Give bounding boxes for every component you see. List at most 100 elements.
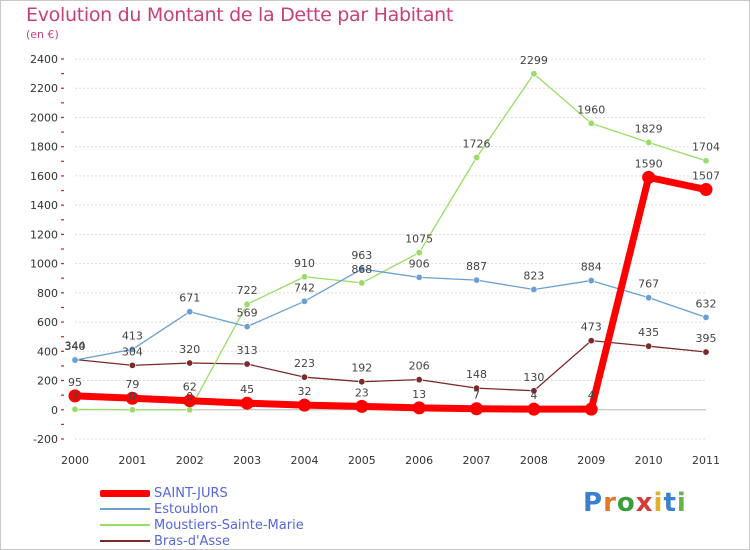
data-point [587,119,595,127]
data-label: 23 [355,386,369,399]
data-label: 395 [696,332,717,345]
chart-title: Evolution du Montant de la Dette par Hab… [26,4,454,26]
data-label: 1507 [692,170,720,183]
x-tick-label: 2006 [405,454,433,467]
series-lines [71,73,710,413]
x-tick-label: 2002 [176,454,204,467]
legend-swatch [100,489,150,497]
legend-swatch [100,540,150,542]
legend-swatch [100,508,150,510]
data-point [412,401,426,415]
data-label: 671 [179,292,200,305]
legend-item-saint-jurs: SAINT-JURS [100,485,304,501]
series-line [74,268,707,361]
legend-label: Moustiers-Sainte-Marie [154,517,304,533]
x-tick-label: 2007 [463,454,491,467]
data-point [300,297,308,305]
data-point [473,384,481,392]
data-label: 3 [72,389,79,402]
data-point [587,337,595,345]
logo-letter: i [653,488,664,518]
data-label: 344 [65,339,86,352]
legend-item-bras-d-asse: Bras-d'Asse [100,533,304,549]
x-tick-label: 2003 [233,454,261,467]
data-point [243,323,251,331]
series-line [74,73,707,411]
legend-label: Estoublon [154,501,219,517]
y-tick-label: 800 [37,287,58,300]
data-point [702,157,710,165]
data-label: 0 [186,390,193,403]
data-label: 340 [65,340,86,353]
legend-label: Bras-d'Asse [154,533,230,549]
data-point [415,273,423,281]
data-label: 887 [466,260,487,273]
legend-item-estoublon: Estoublon [100,501,304,517]
y-tick-label: 1200 [30,228,58,241]
y-tick-label: 2200 [30,82,58,95]
logo-letter: r [603,488,617,518]
data-point [358,265,366,273]
data-label: 569 [237,307,258,320]
legend: SAINT-JURS Estoublon Moustiers-Sainte-Ma… [100,485,304,549]
data-label: 435 [638,326,659,339]
data-point [297,398,311,412]
data-point [186,406,194,414]
data-label: 4 [588,389,595,402]
data-label: 884 [581,261,602,274]
data-label: 868 [351,263,372,276]
y-tick-label: 2000 [30,111,58,124]
data-label: 320 [179,343,200,356]
data-label: 823 [523,269,544,282]
data-point [243,360,251,368]
x-tick-label: 2004 [290,454,318,467]
data-point [587,277,595,285]
data-point [699,183,713,197]
data-label: 62 [183,381,197,394]
data-point [645,342,653,350]
data-point [300,373,308,381]
data-point [243,300,251,308]
data-label: 1075 [405,233,433,246]
data-point [645,138,653,146]
data-label: 767 [638,278,659,291]
data-point [584,402,598,416]
data-point [240,396,254,410]
data-point [702,348,710,356]
series-points [68,70,713,416]
y-tick-label: 2400 [30,53,58,66]
logo-letter: P [583,488,604,518]
data-point [128,345,136,353]
data-label: 1960 [577,103,605,116]
data-point [527,402,541,416]
data-label: 632 [696,297,717,310]
series-line [74,339,707,392]
data-point [186,359,194,367]
data-point [473,276,481,284]
y-tick-label: 400 [37,345,58,358]
data-point [128,361,136,369]
data-point [186,308,194,316]
data-label: 13 [412,388,426,401]
data-label: 1590 [635,157,663,170]
data-point [530,70,538,78]
data-label: 130 [523,371,544,384]
data-point [702,313,710,321]
data-label: 7 [473,389,480,402]
logo-letter: x [635,488,654,518]
data-label: 413 [122,329,143,342]
data-point [358,378,366,386]
grid-lines [75,58,706,440]
data-label: 304 [122,345,143,358]
data-label: 4 [530,389,537,402]
data-label: 1829 [635,122,663,135]
data-point [183,394,197,408]
data-point [128,406,136,414]
data-point [71,356,79,364]
x-tick-label: 2005 [348,454,376,467]
data-label: 148 [466,368,487,381]
logo-letter: i [676,488,687,518]
y-tick-label: 1600 [30,170,58,183]
data-point [642,170,656,184]
